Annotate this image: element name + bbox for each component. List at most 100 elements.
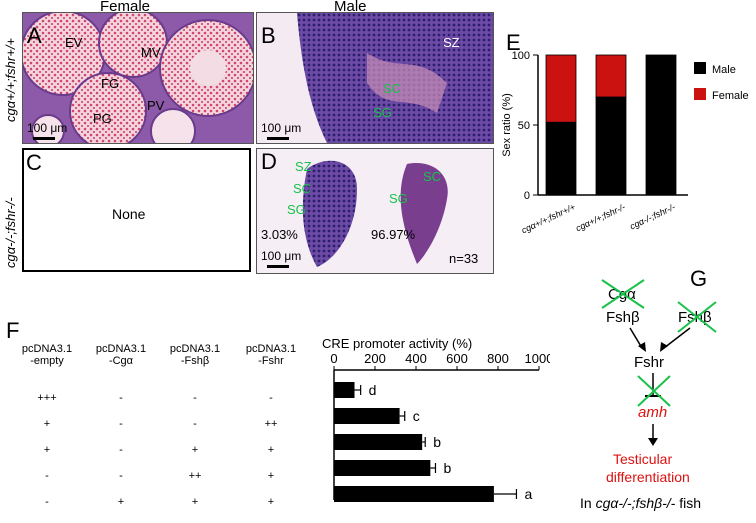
- table-cell: +: [267, 470, 275, 482]
- bar: [334, 408, 400, 424]
- table-cell: -: [45, 470, 49, 482]
- percent-right: 96.97%: [371, 227, 416, 242]
- label-ev: EV: [65, 35, 83, 50]
- table-cell: -: [119, 392, 123, 404]
- table-cell: +: [191, 444, 199, 456]
- x-tick-label: 400: [405, 351, 427, 366]
- sample-size: n=33: [449, 251, 479, 266]
- cross-inhibit-2: [637, 375, 671, 407]
- table-cell: -: [119, 444, 123, 456]
- table-cell: +: [191, 496, 199, 508]
- x-tick-label: 800: [487, 351, 509, 366]
- panel-c-box: C None: [22, 148, 251, 272]
- table-cell: -: [119, 418, 123, 430]
- bar-male: [545, 121, 577, 196]
- x-tick-label: cgα-/-;fshr-/-: [628, 202, 677, 232]
- x-tick-label: 1000: [525, 351, 550, 366]
- table-cell: +: [117, 496, 125, 508]
- percent-left: 3.03%: [261, 227, 298, 242]
- cre-activity-chart: CRE promoter activity (%)0 200 400 600 800 10…: [322, 336, 550, 502]
- bar: [334, 460, 431, 476]
- arrow-fshb2-fshr: [663, 327, 691, 349]
- label-fg: FG: [101, 76, 120, 91]
- panel-e-letter: E: [506, 30, 521, 55]
- bar-female: [545, 54, 577, 123]
- arrowhead-fshb1: [638, 342, 646, 352]
- label-d-sg: SG: [287, 202, 306, 217]
- panel-f-letter: F: [6, 318, 20, 343]
- table-cell: +: [43, 418, 51, 430]
- chart-title: CRE promoter activity (%): [322, 336, 472, 351]
- legend-swatch: [694, 88, 706, 100]
- significance-letter: c: [413, 408, 420, 424]
- panel-d-scale-bar: [267, 265, 289, 268]
- ovary-illustration: [23, 13, 253, 143]
- bar: [334, 486, 494, 502]
- y-tick-label: 50: [518, 120, 530, 132]
- outcome-line1: Testicular: [613, 451, 672, 467]
- label-sc: SC: [383, 81, 402, 96]
- table-cell: +: [267, 496, 275, 508]
- significance-letter: b: [443, 460, 451, 476]
- x-tick-label: cgα+/+;fshr-/-: [574, 202, 627, 234]
- arrowhead-fshb2: [660, 342, 668, 352]
- panel-g-letter: G: [690, 266, 708, 291]
- panel-a-ovary-image: A EV MV FG PV PG 100 μm: [22, 12, 254, 144]
- x-tick-label: 600: [446, 351, 468, 366]
- bar-male: [645, 54, 677, 196]
- table-header: pcDNA3.1 -empty: [21, 343, 73, 367]
- arrow-fshb1-fshr: [629, 327, 643, 349]
- label-d-sz: SZ: [295, 159, 312, 174]
- x-tick-label: 200: [364, 351, 386, 366]
- node-fshr: Fshr: [634, 354, 664, 371]
- legend-label: Female: [712, 90, 749, 102]
- bar-female: [595, 54, 627, 98]
- label-sz: SZ: [443, 35, 460, 50]
- node-amh: amh: [638, 404, 667, 421]
- significance-letter: d: [369, 382, 377, 398]
- table-header: pcDNA3.1 -Fshr: [245, 343, 297, 367]
- label-mv: MV: [141, 45, 161, 60]
- significance-letter: b: [433, 434, 441, 450]
- row-label-bottom: cgα-/-;fshr-/-: [3, 197, 18, 268]
- header-female: Female: [100, 0, 151, 15]
- bar: [334, 434, 423, 450]
- panel-c-none-text: None: [112, 206, 146, 222]
- panel-d-image: D SZ SC SG SC SG 3.03% 96.97% n=33 100 μ…: [256, 148, 494, 274]
- table-cell: -: [193, 418, 197, 430]
- table-cell: ++: [264, 418, 278, 430]
- bar: [334, 382, 355, 398]
- table-cell: -: [193, 392, 197, 404]
- panel-b-scale-bar: [267, 137, 289, 140]
- panel-d-letter: D: [261, 149, 277, 174]
- panel-a-letter: A: [27, 23, 42, 48]
- sex-ratio-chart: 0 50 100 Sex ratio (%) cgα+/+;fshr+/+cgα+/+;…: [501, 50, 749, 235]
- table-cell: +: [267, 444, 275, 456]
- outcome-line2: differentiation: [606, 469, 690, 485]
- table-cell: -: [119, 470, 123, 482]
- header-male: Male: [334, 0, 367, 15]
- row-label-top: cgα+/+;fshr+/+: [3, 37, 18, 122]
- panel-a-scale-bar: [33, 137, 55, 140]
- panel-b-letter: B: [261, 23, 276, 48]
- x-tick-label: 0: [330, 351, 337, 366]
- label-d-sc2: SC: [423, 169, 442, 184]
- y-tick-label: 0: [524, 190, 530, 202]
- panel-b-scale-label: 100 μm: [261, 121, 302, 135]
- arrowhead-amh: [648, 438, 658, 446]
- table-cell: ++: [188, 470, 202, 482]
- legend-label: Male: [712, 64, 736, 76]
- table-header: pcDNA3.1 -Cgα: [95, 343, 147, 367]
- label-sg: SG: [373, 105, 392, 120]
- label-pv: PV: [147, 98, 165, 113]
- panel-a-scale-label: 100 μm: [27, 121, 68, 135]
- y-axis-title: Sex ratio (%): [501, 93, 513, 157]
- pathway-diagram: Cgα Fshβ Fshβ Fshr amh Testicular differ…: [580, 279, 717, 511]
- testis-illustration: [257, 13, 493, 143]
- legend-swatch: [694, 62, 706, 74]
- label-pg: PG: [93, 111, 112, 126]
- significance-letter: a: [524, 486, 532, 502]
- label-d-sc: SC: [293, 181, 312, 196]
- label-d-sg2: SG: [389, 191, 408, 206]
- table-cell: -: [269, 392, 273, 404]
